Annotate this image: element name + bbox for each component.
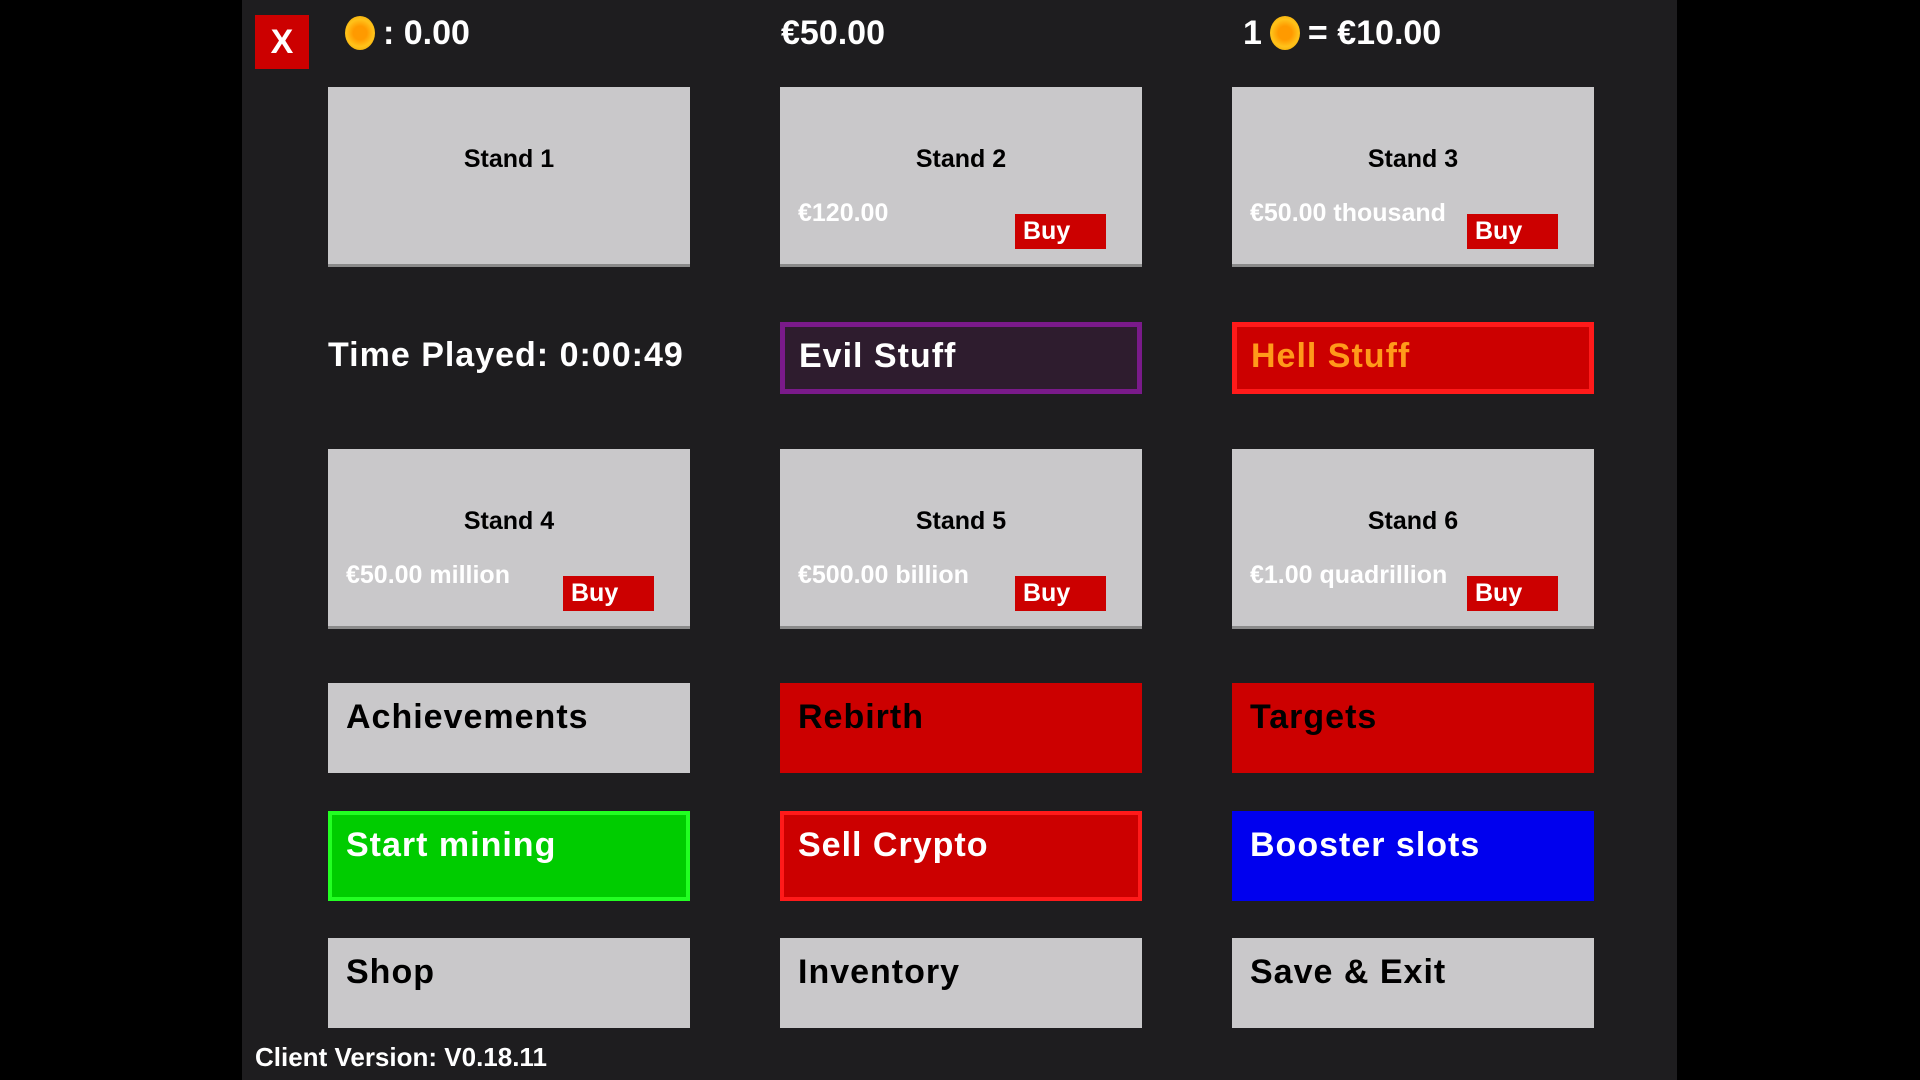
stand-3[interactable]: Stand 3 €50.00 thousand Buy [1232,87,1594,267]
rebirth-button[interactable]: Rebirth [780,683,1142,773]
start-mining-button[interactable]: Start mining [328,811,690,901]
money-balance: €50.00 [781,13,885,52]
buy-button[interactable]: Buy [1015,214,1106,249]
stand-6[interactable]: Stand 6 €1.00 quadrillion Buy [1232,449,1594,629]
stand-title: Stand 1 [463,145,555,173]
crypto-balance: : 0.00 [345,10,470,56]
stand-1[interactable]: Stand 1 [328,87,690,267]
stand-title: Stand 5 [915,507,1007,535]
buy-button[interactable]: Buy [563,576,654,611]
stand-price: €50.00 thousand [1250,199,1446,227]
buy-button[interactable]: Buy [1015,576,1106,611]
buy-button[interactable]: Buy [1467,576,1558,611]
buy-button[interactable]: Buy [1467,214,1558,249]
sell-crypto-button[interactable]: Sell Crypto [780,811,1142,901]
stand-title: Stand 3 [1367,145,1459,173]
stand-price: €50.00 million [346,561,510,589]
stand-2[interactable]: Stand 2 €120.00 Buy [780,87,1142,267]
shop-button[interactable]: Shop [328,938,690,1028]
save-exit-button[interactable]: Save & Exit [1232,938,1594,1028]
stand-4[interactable]: Stand 4 €50.00 million Buy [328,449,690,629]
targets-button[interactable]: Targets [1232,683,1594,773]
time-played: Time Played: 0:00:49 [328,336,684,374]
stand-title: Stand 4 [463,507,555,535]
booster-slots-button[interactable]: Booster slots [1232,811,1594,901]
stand-price: €1.00 quadrillion [1250,561,1448,589]
inventory-button[interactable]: Inventory [780,938,1142,1028]
close-button[interactable]: X [255,15,309,69]
evil-stuff-button[interactable]: Evil Stuff [780,322,1142,394]
exchange-rate: 1 = €10.00 [1243,10,1441,56]
stand-price: €500.00 billion [798,561,969,589]
client-version: Client Version: V0.18.11 [255,1042,547,1072]
hell-stuff-button[interactable]: Hell Stuff [1232,322,1594,394]
coin-icon [345,16,375,50]
rate-prefix: 1 [1243,13,1262,52]
stand-title: Stand 6 [1367,507,1459,535]
coin-icon [1269,16,1300,50]
stand-title: Stand 2 [915,145,1007,173]
achievements-button[interactable]: Achievements [328,683,690,773]
stand-price: €120.00 [798,199,889,227]
crypto-balance-text: : 0.00 [383,13,470,52]
rate-value: = €10.00 [1307,13,1442,52]
stand-5[interactable]: Stand 5 €500.00 billion Buy [780,449,1142,629]
